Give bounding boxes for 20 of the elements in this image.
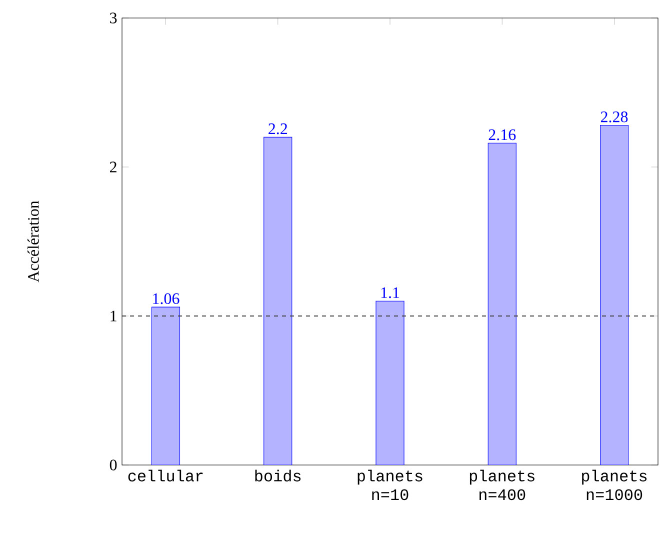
y-axis-title: Accélération	[28, 200, 39, 282]
data-label: 2.16	[488, 129, 516, 140]
x-tick-label: planets n=400	[470, 470, 534, 500]
x-tick-label: planets n=1000	[582, 470, 647, 500]
y-tick-label: 2	[110, 162, 116, 172]
y-tick-label: 0	[110, 460, 117, 470]
data-label: 1.06	[153, 293, 180, 304]
y-tick-label: 1	[110, 310, 116, 322]
bar	[488, 142, 516, 465]
x-tick-label: planets n=10	[358, 470, 422, 500]
x-tick-label: cellular	[128, 470, 203, 482]
bar	[151, 306, 180, 465]
x-tick-label: boids	[255, 470, 301, 482]
data-label: 2.28	[600, 111, 628, 122]
y-tick-label: 3	[110, 12, 117, 24]
data-label: 2.2	[268, 123, 287, 134]
bar	[264, 136, 292, 465]
bar	[376, 300, 404, 465]
data-label: 1.1	[381, 287, 400, 298]
bar	[600, 125, 629, 465]
